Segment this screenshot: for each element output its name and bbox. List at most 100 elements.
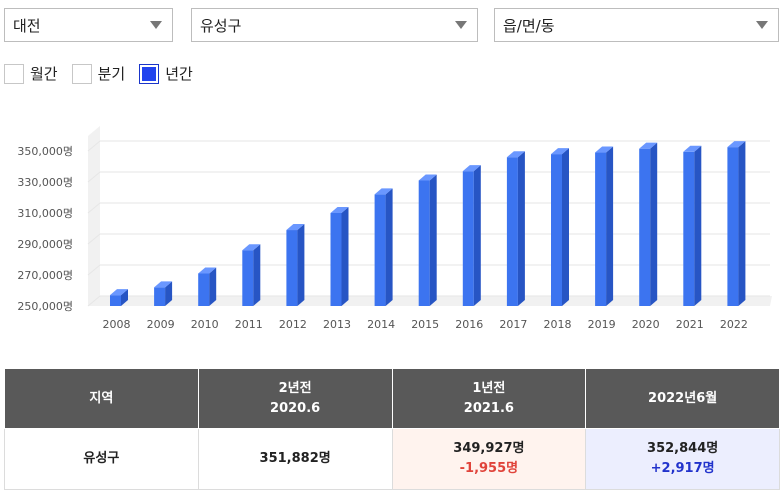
y-tick-label: 290,000명: [17, 238, 73, 251]
table-header-row: 지역 2년전 2020.6 1년전 2021.6 2022년6월: [4, 368, 780, 429]
bar: [462, 171, 474, 306]
period-quarterly[interactable]: 분기: [71, 63, 126, 84]
bar-side: [297, 224, 305, 306]
x-tick-label: 2008: [103, 318, 131, 331]
x-tick-label: 2011: [235, 318, 263, 331]
x-tick-label: 2018: [544, 318, 572, 331]
bar-top: [595, 146, 614, 153]
town-select-value: 읍/면/동: [503, 16, 555, 35]
city-select-value: 대전: [13, 16, 41, 35]
bar: [727, 147, 739, 306]
period-yearly-label: 년간: [165, 65, 193, 83]
bar-top: [462, 165, 481, 172]
bar-side: [694, 145, 702, 306]
bar-side: [650, 142, 658, 306]
header-two-years-ago: 2년전 2020.6: [197, 368, 393, 429]
chevron-down-icon: [455, 21, 467, 29]
checkbox-monthly[interactable]: [4, 63, 24, 84]
header-current: 2022년6월: [585, 368, 780, 429]
bar: [374, 194, 386, 306]
grid-line-diagonal: [87, 140, 101, 152]
bar: [639, 148, 651, 306]
bar-side: [429, 174, 437, 306]
period-monthly[interactable]: 월간: [4, 63, 58, 84]
bar: [330, 213, 342, 306]
x-tick-label: 2013: [323, 318, 351, 331]
cell-two-years: 351,882명: [197, 428, 393, 490]
population-summary-table: 지역 2년전 2020.6 1년전 2021.6 2022년6월 유성구 351,8…: [4, 368, 780, 490]
one-year-value: 349,927명: [453, 441, 525, 456]
one-year-diff: -1,955명: [459, 461, 519, 476]
cell-region: 유성구: [4, 428, 199, 490]
bar: [595, 152, 607, 306]
x-tick-label: 2019: [588, 318, 616, 331]
table-row: 유성구 351,882명 349,927명 -1,955명 352,844명 +…: [4, 428, 780, 490]
y-tick-label: 270,000명: [17, 269, 73, 282]
period-quarterly-label: 분기: [97, 65, 126, 83]
bar-top: [418, 174, 437, 181]
bar-top: [639, 142, 658, 149]
bar-side: [738, 141, 746, 306]
bar: [506, 157, 518, 306]
district-select[interactable]: 유성구: [191, 8, 478, 42]
bar: [551, 154, 562, 306]
period-options: 월간 분기 년간: [4, 63, 193, 84]
grid-line-diagonal: [87, 171, 101, 183]
bar: [198, 273, 210, 306]
grid-line-diagonal: [87, 295, 101, 307]
bar-side: [473, 165, 481, 306]
period-yearly[interactable]: 년간: [139, 63, 193, 84]
bar-top: [374, 188, 393, 195]
bar-top: [154, 281, 173, 288]
checkbox-yearly[interactable]: [139, 63, 160, 84]
x-tick-label: 2021: [676, 318, 704, 331]
grid-line-diagonal: [87, 202, 101, 214]
chevron-down-icon: [150, 21, 162, 29]
x-tick-label: 2017: [499, 318, 527, 331]
current-value: 352,844명: [647, 441, 719, 456]
y-tick-label: 250,000명: [17, 300, 73, 313]
chart-side-wall: [88, 126, 100, 306]
header-region: 지역: [4, 368, 199, 429]
bar-top: [506, 151, 525, 158]
bar-top: [727, 141, 746, 148]
bar-side: [562, 148, 569, 306]
bar-side: [517, 151, 525, 306]
y-tick-label: 330,000명: [17, 176, 73, 189]
bar: [110, 295, 121, 306]
town-select[interactable]: 읍/면/동: [494, 8, 779, 42]
bar-side: [253, 244, 261, 306]
x-tick-label: 2015: [411, 318, 439, 331]
x-tick-label: 2009: [147, 318, 175, 331]
bar: [286, 230, 298, 306]
bar-top: [242, 244, 261, 251]
bar: [242, 250, 254, 306]
bar-top: [683, 145, 702, 152]
bar-side: [209, 267, 217, 306]
bar-top: [330, 207, 349, 213]
current-diff: +2,917명: [650, 461, 715, 476]
bar-side: [165, 281, 173, 306]
grid-line-diagonal: [87, 264, 101, 276]
period-monthly-label: 월간: [30, 65, 58, 83]
cell-current: 352,844명 +2,917명: [585, 428, 780, 490]
city-select[interactable]: 대전: [4, 8, 173, 42]
bar-side: [606, 146, 614, 306]
bar-side: [121, 289, 128, 306]
district-select-value: 유성구: [200, 16, 242, 35]
bar-top: [551, 148, 569, 155]
x-tick-label: 2022: [720, 318, 748, 331]
bar-side: [341, 207, 349, 306]
bar: [683, 151, 695, 306]
x-tick-label: 2014: [367, 318, 395, 331]
x-tick-label: 2012: [279, 318, 307, 331]
cell-one-year: 349,927명 -1,955명: [391, 428, 587, 490]
bar-side: [385, 188, 393, 306]
x-tick-label: 2016: [455, 318, 483, 331]
header-one-year-ago: 1년전 2021.6: [391, 368, 587, 429]
checkbox-quarterly[interactable]: [71, 63, 92, 84]
y-tick-label: 350,000명: [17, 145, 73, 158]
x-tick-label: 2020: [632, 318, 660, 331]
population-chart: 250,000명 270,000명 290,000명 310,000명 330,000명…: [17, 126, 772, 331]
grid-line-diagonal: [87, 233, 101, 245]
